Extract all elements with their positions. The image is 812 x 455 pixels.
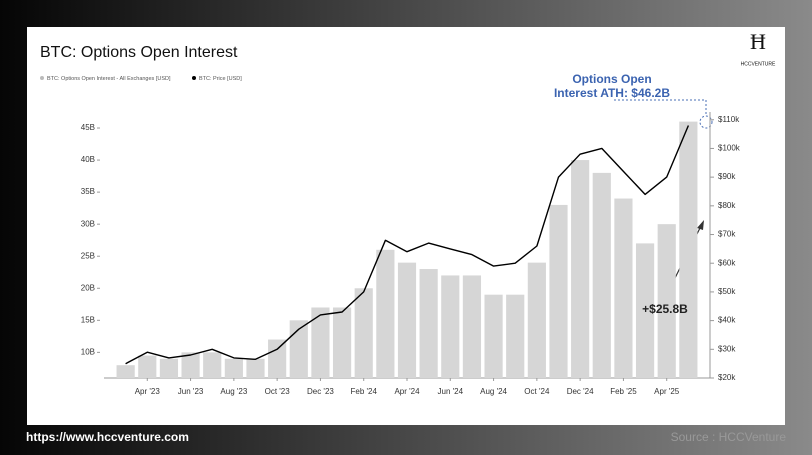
y2-tick-label: $60k bbox=[718, 258, 736, 267]
y-tick-label: 20B bbox=[81, 283, 95, 292]
oi-bar bbox=[159, 358, 179, 378]
y2-tick-label: $90k bbox=[718, 172, 736, 181]
logo-text: HCCVENTURE bbox=[741, 61, 776, 67]
y2-tick-label: $80k bbox=[718, 201, 736, 210]
oi-bar bbox=[268, 339, 287, 378]
x-tick-label: Dec '23 bbox=[307, 387, 334, 396]
y-tick-label: 15B bbox=[81, 315, 95, 324]
logo-mark: Ħ bbox=[750, 29, 766, 54]
oi-bar bbox=[614, 198, 633, 378]
oi-bar bbox=[679, 121, 698, 379]
legend-swatch bbox=[40, 76, 44, 80]
oi-bar bbox=[203, 352, 222, 378]
x-tick-label: Jun '24 bbox=[438, 387, 464, 396]
chart-title: BTC: Options Open Interest bbox=[40, 44, 238, 61]
y-tick-label: 40B bbox=[81, 155, 95, 164]
legend-swatch bbox=[192, 76, 196, 80]
y-tick-label: 45B bbox=[81, 123, 95, 132]
oi-bar bbox=[289, 320, 308, 378]
x-tick-label: Apr '24 bbox=[394, 387, 420, 396]
oi-bar bbox=[397, 262, 417, 378]
x-tick-label: Apr '23 bbox=[135, 387, 161, 396]
ath-marker bbox=[699, 115, 713, 129]
oi-bar bbox=[332, 307, 352, 378]
y2-tick-label: $50k bbox=[718, 287, 736, 296]
arrow-head bbox=[697, 220, 704, 230]
y-tick-label: 35B bbox=[81, 187, 95, 196]
footer-source: Source : HCCVenture bbox=[671, 430, 787, 444]
x-tick-label: Aug '23 bbox=[220, 387, 247, 396]
oi-bar bbox=[571, 160, 590, 378]
oi-bar bbox=[246, 358, 265, 378]
legend-label: BTC: Options Open Interest - All Exchang… bbox=[47, 76, 171, 82]
growth-annotation: +$25.8B bbox=[642, 302, 688, 316]
price-line bbox=[125, 125, 690, 365]
oi-bar bbox=[181, 352, 200, 378]
oi-bar bbox=[441, 275, 460, 378]
y2-tick-label: $20k bbox=[718, 373, 736, 382]
oi-bar bbox=[484, 294, 503, 378]
oi-bar bbox=[376, 249, 395, 378]
oi-bar bbox=[462, 275, 482, 378]
y2-tick-label: $100k bbox=[718, 144, 741, 153]
ath-annotation: Options Open Interest ATH: $46.2B bbox=[553, 72, 671, 100]
legend-label: BTC: Price [USD] bbox=[199, 76, 242, 82]
oi-bar bbox=[635, 243, 655, 378]
y-tick-label: 10B bbox=[81, 347, 95, 356]
oi-bar bbox=[506, 294, 525, 378]
x-tick-label: Oct '23 bbox=[265, 387, 291, 396]
y2-tick-label: $30k bbox=[718, 344, 736, 353]
oi-bar bbox=[657, 224, 676, 378]
oi-bar bbox=[549, 204, 568, 378]
x-tick-label: Apr '25 bbox=[654, 387, 680, 396]
x-tick-label: Oct '24 bbox=[524, 387, 550, 396]
y-tick-label: 25B bbox=[81, 251, 95, 260]
oi-bar bbox=[527, 262, 546, 378]
x-tick-label: Dec '24 bbox=[567, 387, 594, 396]
oi-bar bbox=[419, 269, 438, 378]
x-tick-label: Aug '24 bbox=[480, 387, 507, 396]
y2-tick-label: $110k bbox=[718, 115, 740, 124]
y2-tick-label: $40k bbox=[718, 316, 736, 325]
x-tick-label: Feb '24 bbox=[350, 387, 377, 396]
y2-tick-label: $70k bbox=[718, 230, 736, 239]
oi-bar bbox=[138, 355, 157, 378]
oi-bar bbox=[116, 365, 135, 378]
oi-bar bbox=[311, 307, 330, 378]
footer-url: https://www.hccventure.com bbox=[26, 430, 189, 444]
oi-bar bbox=[224, 358, 243, 378]
oi-bar bbox=[354, 288, 373, 378]
oi-bar bbox=[592, 172, 611, 378]
x-tick-label: Jun '23 bbox=[178, 387, 204, 396]
y-tick-label: 30B bbox=[81, 219, 95, 228]
x-tick-label: Feb '25 bbox=[610, 387, 637, 396]
